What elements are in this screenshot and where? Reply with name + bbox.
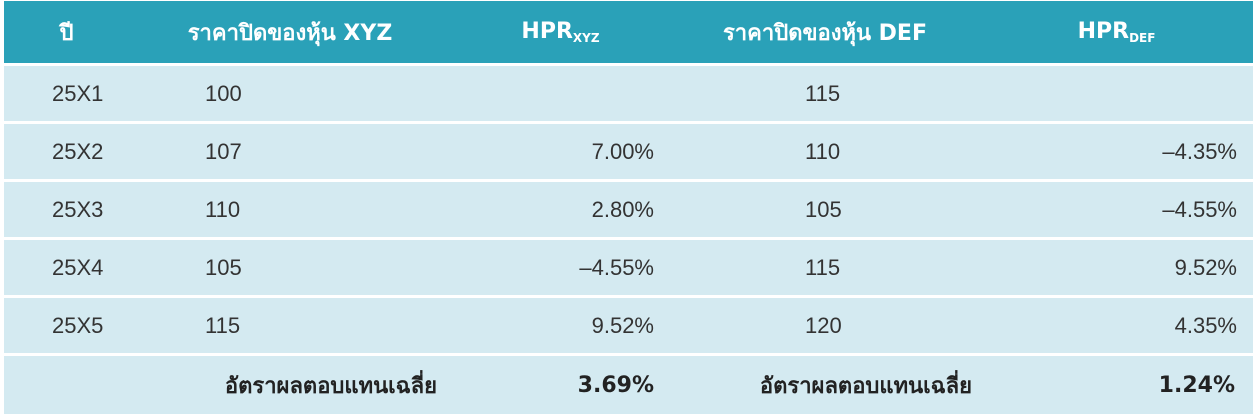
header-hpr-def-sub: DEF [1129, 31, 1156, 45]
table-row: 25X3 110 2.80% 105 –4.55% [4, 182, 1253, 240]
cell-hpr-def: 9.52% [980, 240, 1253, 298]
cell-price-xyz: 110 [129, 182, 451, 240]
cell-hpr-xyz: –4.55% [451, 240, 670, 298]
cell-price-xyz: 115 [129, 298, 451, 356]
average-return-label-xyz: อัตราผลตอบแทนเฉลี่ย [129, 356, 451, 414]
header-year: ปี [4, 1, 129, 66]
average-return-def: 1.24% [980, 356, 1253, 414]
average-return-xyz: 3.69% [451, 356, 670, 414]
cell-price-xyz: 100 [129, 66, 451, 124]
cell-price-def: 120 [670, 298, 980, 356]
cell-price-xyz: 105 [129, 240, 451, 298]
cell-hpr-def: 4.35% [980, 298, 1253, 356]
header-price-def: ราคาปิดของหุ้น DEF [670, 1, 980, 66]
cell-price-def: 105 [670, 182, 980, 240]
table-row: 25X2 107 7.00% 110 –4.35% [4, 124, 1253, 182]
cell-price-def: 110 [670, 124, 980, 182]
cell-hpr-xyz [451, 66, 670, 124]
summary-empty-cell [4, 356, 129, 414]
cell-price-def: 115 [670, 240, 980, 298]
cell-year: 25X4 [4, 240, 129, 298]
cell-price-xyz: 107 [129, 124, 451, 182]
average-return-label-def: อัตราผลตอบแทนเฉลี่ย [670, 356, 980, 414]
summary-row: อัตราผลตอบแทนเฉลี่ย 3.69% อัตราผลตอบแทนเ… [4, 356, 1253, 414]
header-hpr-def-main: HPR [1077, 19, 1130, 44]
cell-hpr-xyz: 2.80% [451, 182, 670, 240]
cell-hpr-def: –4.35% [980, 124, 1253, 182]
header-hpr-xyz-sub: XYZ [572, 31, 600, 45]
header-hpr-xyz-main: HPR [521, 19, 573, 44]
cell-year: 25X2 [4, 124, 129, 182]
cell-hpr-def: –4.55% [980, 182, 1253, 240]
stock-hpr-table: ปี ราคาปิดของหุ้น XYZ HPRXYZ ราคาปิดของห… [4, 1, 1253, 414]
header-hpr-def: HPRDEF [980, 1, 1253, 66]
table-row: 25X1 100 115 [4, 66, 1253, 124]
table-header-row: ปี ราคาปิดของหุ้น XYZ HPRXYZ ราคาปิดของห… [4, 1, 1253, 66]
cell-hpr-def [980, 66, 1253, 124]
table-row: 25X4 105 –4.55% 115 9.52% [4, 240, 1253, 298]
cell-hpr-xyz: 9.52% [451, 298, 670, 356]
cell-price-def: 115 [670, 66, 980, 124]
cell-year: 25X3 [4, 182, 129, 240]
cell-year: 25X5 [4, 298, 129, 356]
header-price-xyz: ราคาปิดของหุ้น XYZ [129, 1, 451, 66]
cell-year: 25X1 [4, 66, 129, 124]
table-row: 25X5 115 9.52% 120 4.35% [4, 298, 1253, 356]
header-hpr-xyz: HPRXYZ [451, 1, 670, 66]
cell-hpr-xyz: 7.00% [451, 124, 670, 182]
